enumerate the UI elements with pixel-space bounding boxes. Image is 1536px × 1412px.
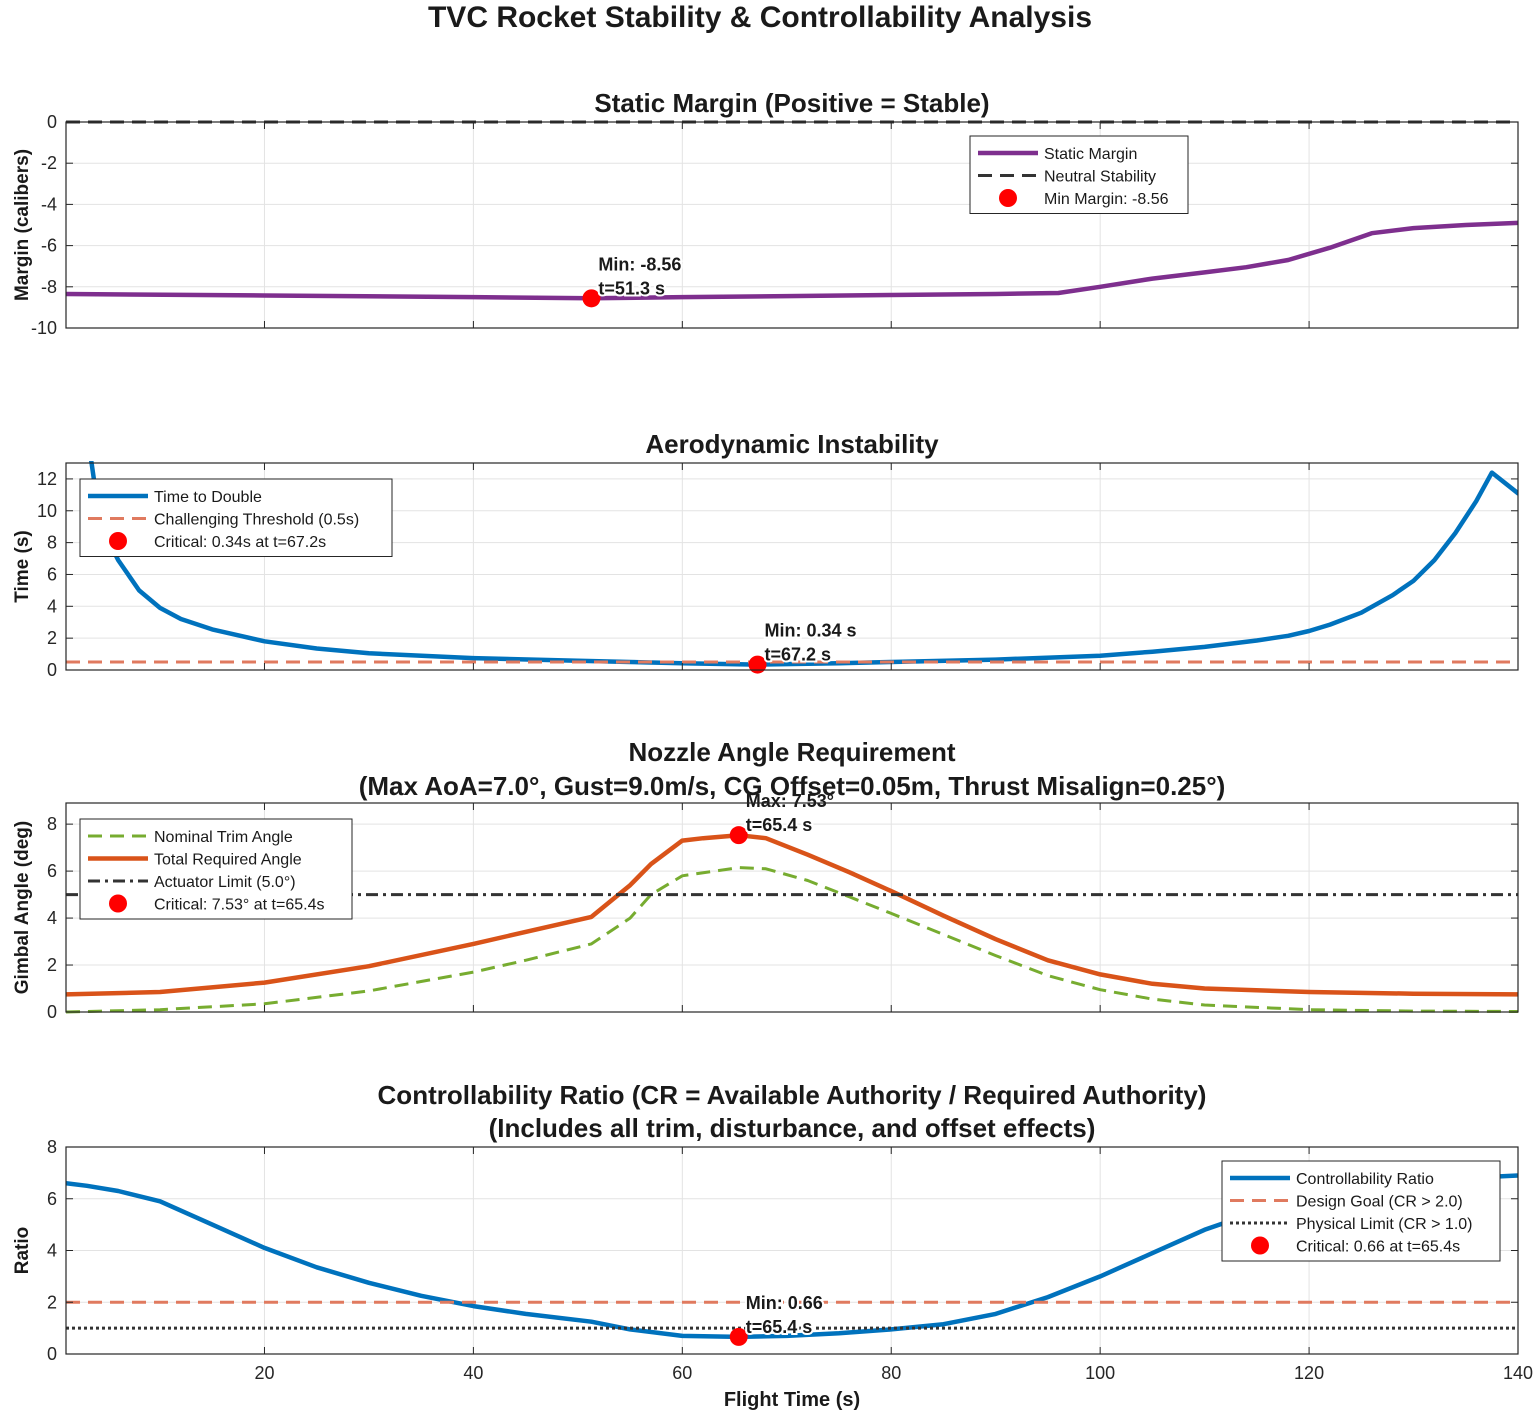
- legend-item: Time to Double: [154, 489, 262, 506]
- chart-panel-2: Min: 0.34 s t=67.2 s 0 2 4 6 8 10 12 Aerodynamic …: [12, 429, 1519, 680]
- legend-item: Min Margin: -8.56: [1044, 191, 1169, 208]
- x-tick-label: 40: [463, 1363, 483, 1383]
- annotation-text: Min: 0.34 s: [765, 621, 857, 641]
- critical-point-marker: [729, 1327, 748, 1346]
- y-tick-label: 10: [37, 501, 57, 521]
- legend: Nominal Trim Angle Total Required Angle Ac…: [79, 818, 353, 920]
- y-tick-label: 4: [47, 908, 57, 928]
- y-tick-label: 6: [47, 1189, 57, 1209]
- legend-item: Nominal Trim Angle: [154, 829, 293, 846]
- y-tick-label: 8: [47, 814, 57, 834]
- figure-title: TVC Rocket Stability & Controllability A…: [428, 1, 1092, 34]
- x-tick-label: 80: [881, 1363, 901, 1383]
- x-tick-label: 140: [1503, 1363, 1533, 1383]
- legend: Static Margin Neutral Stability Min Margin…: [969, 135, 1189, 214]
- y-tick-label: -6: [41, 236, 57, 256]
- legend-item: Neutral Stability: [1044, 169, 1156, 186]
- y-tick-label: -10: [31, 318, 57, 338]
- panel-title: Controllability Ratio (CR = Available Au…: [378, 1080, 1207, 1110]
- series-group: [66, 461, 1518, 667]
- legend-swatch: [1251, 1236, 1269, 1255]
- y-tick-label: -8: [41, 277, 57, 297]
- legend-item: Controllability Ratio: [1296, 1171, 1434, 1188]
- y-tick-label: 0: [47, 1002, 57, 1022]
- y-tick-label: -2: [41, 153, 57, 173]
- x-axis-label: Flight Time (s): [724, 1389, 860, 1411]
- legend-item: Challenging Threshold (0.5s): [154, 512, 359, 529]
- y-tick-label: 6: [47, 861, 57, 881]
- legend-item: Static Margin: [1044, 146, 1137, 163]
- annotation-text: t=67.2 s: [765, 645, 832, 665]
- critical-point-marker: [729, 826, 748, 845]
- panel-title: Static Margin (Positive = Stable): [594, 88, 989, 118]
- panel-title: Nozzle Angle Requirement: [629, 737, 956, 767]
- critical-point-marker: [582, 289, 601, 308]
- legend-item: Actuator Limit (5.0°): [154, 874, 296, 891]
- annotation-text: Min: -8.56: [598, 254, 681, 274]
- x-tick-label: 120: [1294, 1363, 1324, 1383]
- legend: Time to Double Challenging Threshold (0.5…: [79, 478, 393, 557]
- legend-item: Design Goal (CR > 2.0): [1296, 1194, 1463, 1211]
- y-tick-label: 4: [47, 1241, 57, 1261]
- axes-box: [65, 121, 1519, 329]
- y-axis-label: Margin (calibers): [12, 149, 33, 301]
- y-tick-label: -4: [41, 194, 57, 214]
- legend-swatch: [999, 189, 1017, 207]
- panel-subtitle: (Max AoA=7.0°, Gust=9.0m/s, CG Offset=0.…: [359, 771, 1226, 801]
- chart-panels: Min: -8.56 t=51.3 s 0 -2 -4 -6 -8 -10 Static Mar…: [12, 88, 1533, 1383]
- annotation-text: t=65.4 s: [746, 1317, 813, 1337]
- axes-box: [65, 462, 1519, 671]
- legend-item: Total Required Angle: [154, 852, 302, 869]
- legend-swatch: [109, 532, 127, 550]
- y-tick-label: 12: [37, 469, 57, 489]
- legend-swatch: [109, 894, 127, 913]
- y-tick-label: 0: [47, 112, 57, 132]
- y-tick-label: 0: [47, 660, 57, 680]
- y-axis-label: Gimbal Angle (deg): [12, 821, 33, 994]
- x-tick-label: 100: [1085, 1363, 1115, 1383]
- annotation-text: t=65.4 s: [746, 815, 813, 835]
- chart-panel-1: Min: -8.56 t=51.3 s 0 -2 -4 -6 -8 -10 Static Mar…: [12, 88, 1519, 338]
- series-line-2: [66, 832, 1518, 997]
- x-tick-label: 20: [254, 1363, 274, 1383]
- critical-point-marker: [748, 655, 767, 674]
- chart-panel-3: Max: 7.53° t=65.4 s 0 2 4 6 8 Nozzle Angle Requ…: [12, 737, 1519, 1022]
- legend-item: Physical Limit (CR > 1.0): [1296, 1216, 1473, 1233]
- legend: Controllability Ratio Design Goal (CR > 2…: [1221, 1160, 1501, 1262]
- y-tick-label: 6: [47, 564, 57, 584]
- axes-box: [65, 802, 1519, 1013]
- y-axis-label: Ratio: [12, 1227, 33, 1275]
- y-tick-label: 0: [47, 1344, 57, 1364]
- y-tick-label: 2: [47, 628, 57, 648]
- panel-subtitle: (Includes all trim, disturbance, and off…: [489, 1113, 1096, 1143]
- y-tick-label: 2: [47, 955, 57, 975]
- y-axis-label: Time (s): [12, 530, 33, 603]
- y-tick-label: 8: [47, 1137, 57, 1157]
- series-line-1: [66, 866, 1518, 1014]
- annotation-text: t=51.3 s: [598, 278, 665, 298]
- legend-item: Critical: 0.66 at t=65.4s: [1296, 1239, 1460, 1256]
- y-tick-label: 8: [47, 533, 57, 553]
- panel-title: Aerodynamic Instability: [645, 429, 939, 459]
- legend-item: Critical: 0.34s at t=67.2s: [154, 534, 326, 551]
- x-tick-label: 60: [672, 1363, 692, 1383]
- annotation-text: Max: 7.53°: [746, 791, 834, 811]
- chart-panel-4: Min: 0.66 t=65.4 s 20 40 60 80 100 120 140 0 2 4 6 8 C…: [12, 1080, 1533, 1383]
- y-tick-label: 4: [47, 596, 57, 616]
- annotation-text: Min: 0.66: [746, 1293, 823, 1313]
- legend-item: Critical: 7.53° at t=65.4s: [154, 897, 324, 914]
- y-tick-label: 2: [47, 1292, 57, 1312]
